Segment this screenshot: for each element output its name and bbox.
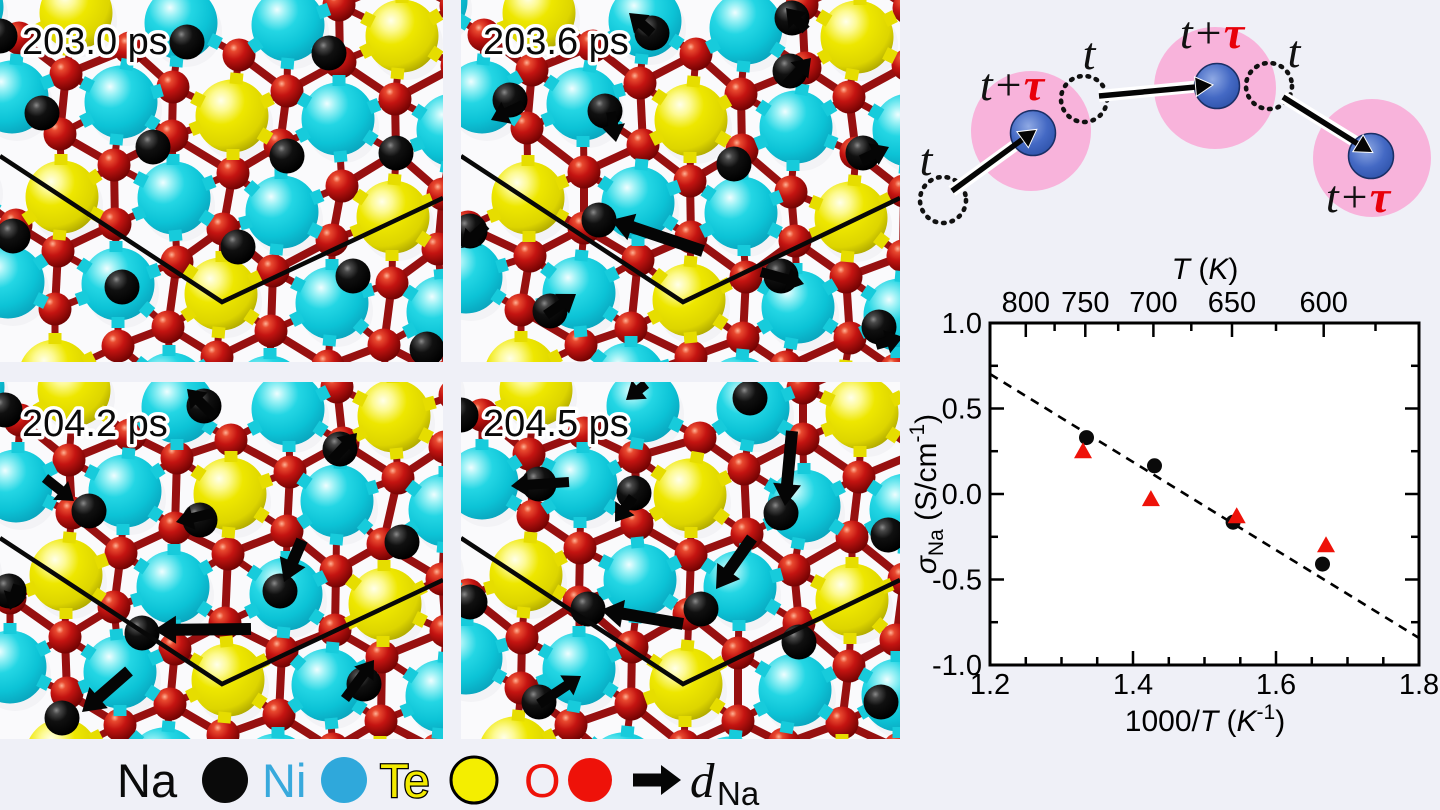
svg-text:d: d [690,753,715,808]
svg-text:203.6 ps: 203.6 ps [483,21,629,63]
svg-text:600: 600 [1300,287,1348,319]
svg-text:O: O [524,754,561,807]
svg-text:T (K): T (K) [1172,253,1239,286]
svg-text:750: 750 [1061,287,1109,319]
svg-text:Ni: Ni [262,754,306,807]
svg-text:Te: Te [380,754,430,807]
svg-text:203.0 ps: 203.0 ps [22,21,168,63]
svg-text:204.5 ps: 204.5 ps [483,403,629,445]
svg-text:t: t [1083,28,1097,79]
svg-text:700: 700 [1129,287,1177,319]
svg-text:-1.0: -1.0 [932,650,982,682]
svg-text:0.0: 0.0 [942,479,982,511]
svg-text:t+τ: t+τ [980,59,1046,110]
svg-text:t+τ: t+τ [1180,7,1246,58]
svg-text:650: 650 [1208,287,1256,319]
svg-text:σNa (S/cm-1): σNa (S/cm-1) [906,414,948,574]
svg-text:204.2 ps: 204.2 ps [22,403,168,445]
svg-text:800: 800 [1002,287,1050,319]
svg-text:-0.5: -0.5 [932,565,982,597]
svg-text:1.8: 1.8 [1399,669,1439,701]
svg-text:Na: Na [117,754,178,807]
svg-text:1000/T (K-1): 1000/T (K-1) [1125,701,1285,738]
svg-text:t+τ: t+τ [1326,171,1392,222]
svg-text:1.4: 1.4 [1113,669,1153,701]
svg-text:1.0: 1.0 [942,308,982,340]
svg-text:Na: Na [717,775,760,810]
svg-text:0.5: 0.5 [942,394,982,426]
svg-text:t: t [920,134,934,185]
svg-text:t: t [1288,26,1302,77]
svg-text:1.2: 1.2 [970,669,1010,701]
svg-text:1.6: 1.6 [1256,669,1296,701]
